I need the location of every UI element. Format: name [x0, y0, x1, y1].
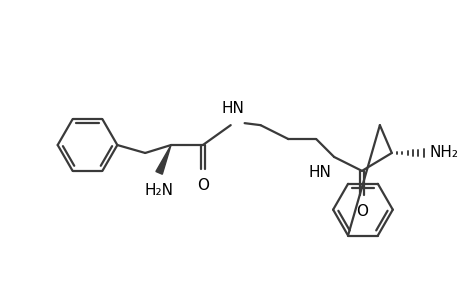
Text: HN: HN	[308, 165, 331, 180]
Text: NH₂: NH₂	[428, 146, 457, 160]
Text: H₂N: H₂N	[144, 183, 173, 198]
Text: O: O	[355, 204, 367, 219]
Polygon shape	[156, 145, 171, 174]
Text: HN: HN	[221, 101, 244, 116]
Text: O: O	[196, 178, 208, 193]
